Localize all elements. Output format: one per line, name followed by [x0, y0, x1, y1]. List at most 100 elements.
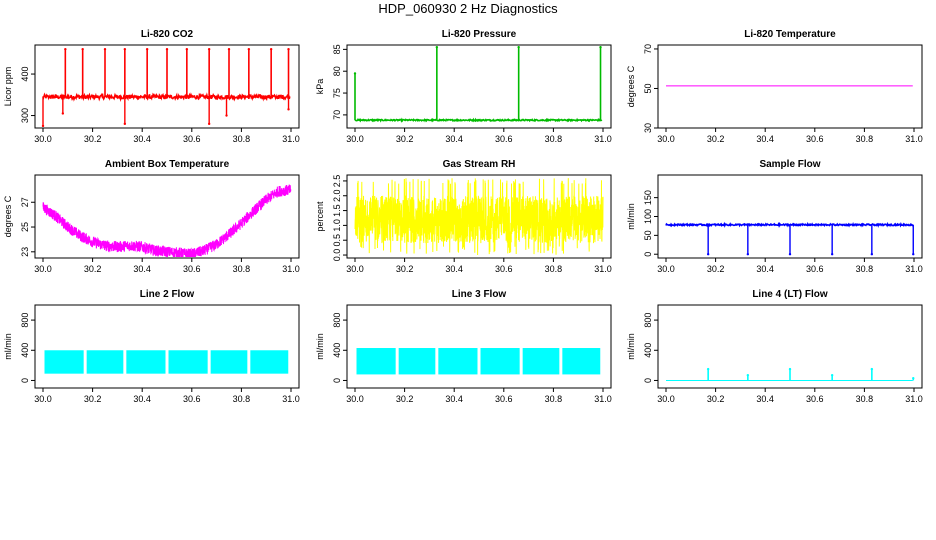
panel-title: Line 4 (LT) Flow — [752, 289, 828, 300]
series-group — [666, 367, 915, 381]
y-tick-label: 800 — [332, 313, 342, 328]
spike-point — [830, 253, 834, 256]
y-axis-label: ml/min — [626, 203, 636, 230]
spike-point — [269, 47, 273, 51]
x-tick-label: 30.2 — [396, 264, 414, 274]
spike-point — [912, 253, 915, 256]
y-tick-label: 50 — [643, 83, 653, 93]
y-axis-label: percent — [315, 201, 325, 232]
spike-point — [145, 47, 149, 51]
flow-band — [44, 350, 84, 374]
y-tick-label: 300 — [20, 108, 30, 123]
x-tick-label: 31.0 — [905, 264, 923, 274]
chart-panel: Li-820 CO2 30.0 30.2 30.4 30.6 30.8 31.0 300 400… — [3, 29, 300, 144]
spike-point — [912, 376, 915, 380]
plot-frame — [34, 304, 300, 389]
spike-point — [870, 367, 874, 371]
y-tick-label: 100 — [643, 209, 653, 224]
chart-panel: Line 4 (LT) Flow 30.0 30.2 30.4 30.6 30.8 31.0… — [626, 289, 923, 404]
y-tick-label: 25 — [20, 222, 30, 232]
y-tick-label: 0.5 — [332, 234, 342, 247]
x-tick-label: 30.0 — [34, 264, 52, 274]
spike-point — [123, 122, 127, 126]
y-tick-label: 30 — [643, 123, 653, 133]
x-tick-label: 30.2 — [707, 394, 725, 404]
x-tick-label: 30.6 — [806, 394, 824, 404]
x-tick-label: 30.8 — [856, 264, 874, 274]
spike-point — [788, 367, 792, 371]
x-tick-label: 30.2 — [84, 134, 102, 144]
panel-title: Sample Flow — [759, 159, 820, 170]
series-group — [353, 46, 603, 123]
spike-point — [225, 114, 228, 117]
spike-point — [123, 47, 127, 51]
panel-title: Li-820 Pressure — [442, 29, 517, 40]
x-tick-label: 30.2 — [396, 134, 414, 144]
x-tick-label: 30.2 — [84, 264, 102, 274]
series-group — [42, 184, 292, 257]
spike-point — [435, 46, 439, 49]
spike-point — [517, 46, 520, 49]
x-tick-label: 30.4 — [133, 394, 151, 404]
y-tick-label: 400 — [332, 343, 342, 358]
spike-point — [227, 47, 231, 51]
x-tick-label: 31.0 — [594, 394, 612, 404]
flow-band — [250, 350, 289, 374]
series-group — [41, 47, 291, 127]
chart-panel: Line 2 Flow 30.0 30.2 30.4 30.6 30.8 31.0 0 400 8… — [3, 289, 300, 404]
x-tick-label: 30.2 — [396, 394, 414, 404]
y-tick-label: 0 — [332, 378, 342, 383]
plot-frame — [346, 304, 612, 389]
spike-point — [165, 47, 169, 51]
x-tick-label: 30.6 — [806, 134, 824, 144]
y-tick-label: 70 — [643, 44, 653, 54]
plot-frame — [346, 174, 612, 259]
spike-point — [185, 47, 189, 51]
y-tick-label: 400 — [20, 67, 30, 82]
spike-point — [61, 112, 65, 115]
spike-point — [207, 122, 211, 126]
chart-panel: Sample Flow 30.0 30.2 30.4 30.6 30.8 31.0 0 50 10… — [626, 159, 923, 274]
plot-frame — [346, 44, 612, 129]
series-line — [42, 184, 292, 257]
x-tick-label: 30.8 — [545, 134, 563, 144]
x-tick-label: 30.4 — [445, 264, 463, 274]
spike-point — [287, 108, 290, 111]
x-tick-label: 30.6 — [806, 264, 824, 274]
y-tick-label: 0 — [643, 378, 653, 383]
panel-title: Li-820 Temperature — [744, 29, 836, 40]
spike-point — [41, 124, 45, 127]
x-tick-label: 30.0 — [34, 134, 52, 144]
chart-panel: Line 3 Flow 30.0 30.2 30.4 30.6 30.8 31.0 0 400 8… — [315, 289, 612, 404]
y-tick-label: 80 — [332, 66, 342, 76]
x-tick-label: 30.0 — [346, 264, 364, 274]
plot-frame — [34, 174, 300, 259]
flow-band — [562, 348, 601, 375]
flow-band — [86, 350, 124, 374]
spike-point — [81, 47, 84, 51]
y-tick-label: 75 — [332, 88, 342, 98]
flow-band — [356, 348, 396, 375]
x-tick-label: 30.6 — [495, 264, 513, 274]
spike-point — [830, 373, 834, 377]
chart-panel: Ambient Box Temperature 30.0 30.2 30.4 30.6 3… — [3, 159, 300, 274]
flow-band — [438, 348, 478, 375]
x-tick-label: 30.6 — [495, 394, 513, 404]
x-tick-label: 30.8 — [545, 394, 563, 404]
spike-point — [103, 47, 107, 51]
x-tick-label: 30.8 — [856, 394, 874, 404]
spike-point — [788, 253, 792, 256]
flow-band — [398, 348, 436, 375]
y-tick-label: 400 — [20, 343, 30, 358]
panel-title: Line 3 Flow — [452, 289, 507, 300]
figure-title: HDP_060930 2 Hz Diagnostics — [378, 1, 558, 16]
spike-point — [706, 253, 710, 256]
chart-panel: Gas Stream RH 30.0 30.2 30.4 30.6 30.8 31.0 0.0… — [315, 159, 612, 274]
plot-frame — [34, 44, 300, 129]
y-axis-label: ml/min — [3, 333, 13, 360]
x-tick-label: 31.0 — [905, 394, 923, 404]
series-group — [665, 221, 915, 256]
panel-title: Gas Stream RH — [443, 159, 516, 170]
spike-point — [870, 253, 874, 256]
